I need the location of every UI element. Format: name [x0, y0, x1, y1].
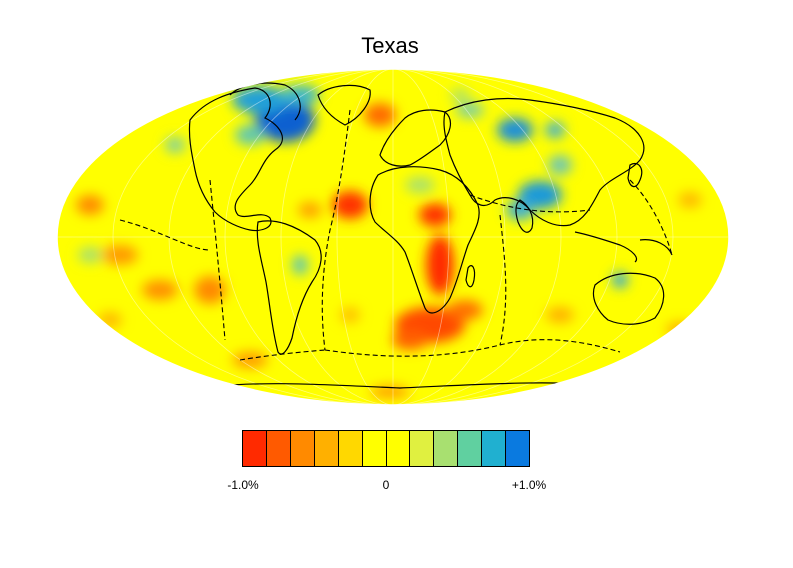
anomaly-layer: [76, 85, 702, 398]
colorbar-segment: [314, 431, 339, 466]
colorbar-segment: [362, 431, 387, 466]
colorbar-mid-label: 0: [382, 478, 390, 492]
colorbar-segment: [290, 431, 315, 466]
map-title: Texas: [361, 33, 419, 58]
colorbar-segment: [266, 431, 291, 466]
colorbar-min-label: -1.0%: [227, 478, 259, 492]
colorbar-segment: [243, 431, 267, 466]
colorbar-segment: [506, 431, 530, 466]
colorbar-segment: [434, 431, 459, 466]
colorbar-segment: [482, 431, 507, 466]
colorbar-segment: [458, 431, 483, 466]
colorbar-segment: [338, 431, 363, 466]
plate-boundaries: [119, 109, 673, 361]
map-border: [56, 68, 730, 406]
colorbar: [242, 430, 530, 467]
colorbar-segment: [410, 431, 435, 466]
colorbar-segment: [386, 431, 411, 466]
colorbar-max-label: +1.0%: [511, 478, 547, 492]
